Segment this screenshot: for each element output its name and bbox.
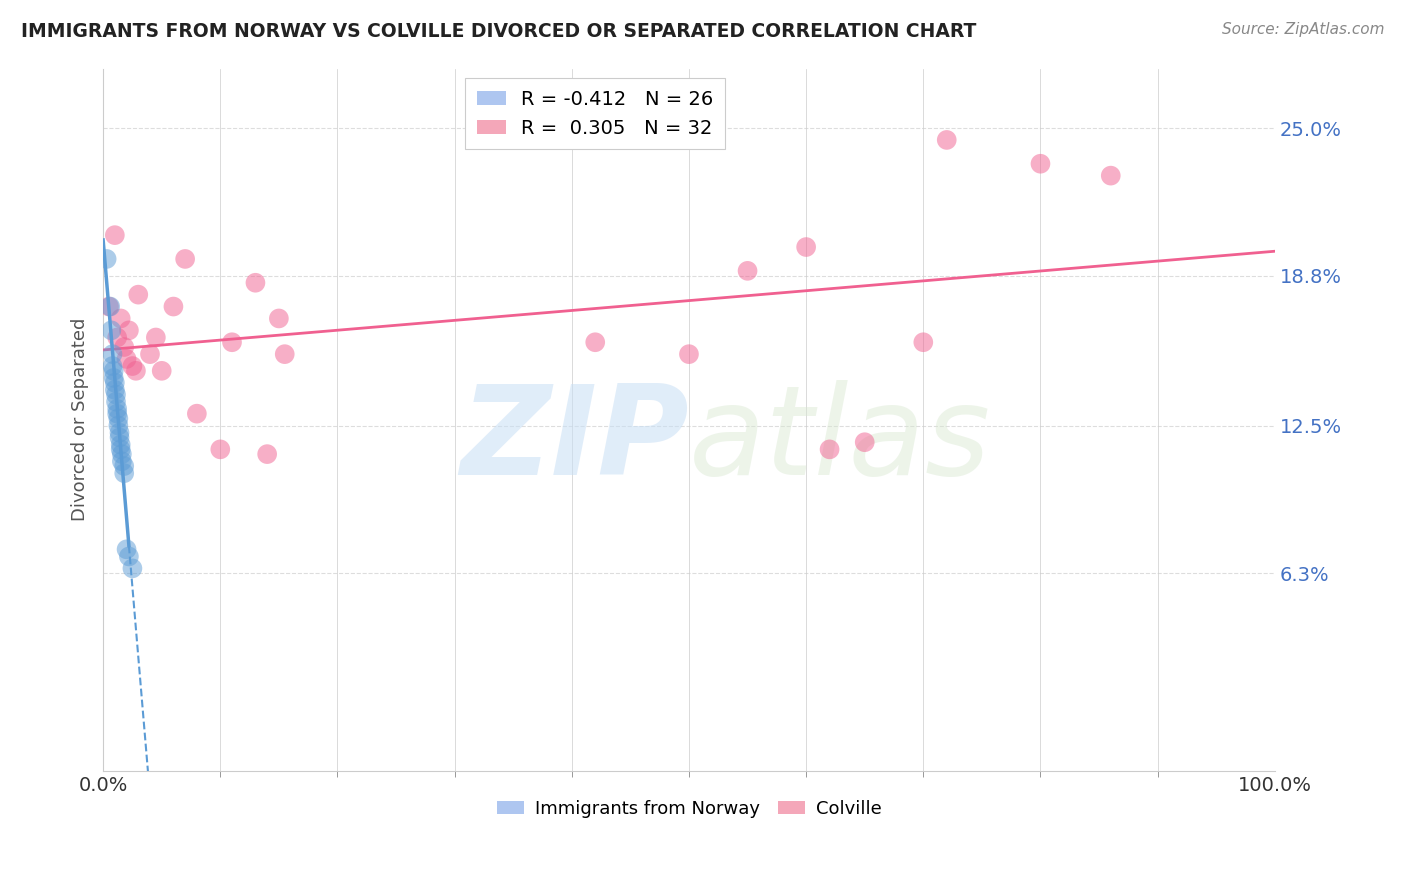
Point bbox=[150, 364, 173, 378]
Point bbox=[101, 347, 124, 361]
Point bbox=[110, 442, 132, 457]
Point bbox=[256, 447, 278, 461]
Point bbox=[101, 359, 124, 373]
Point bbox=[115, 351, 138, 366]
Point bbox=[853, 435, 876, 450]
Text: Source: ZipAtlas.com: Source: ZipAtlas.com bbox=[1222, 22, 1385, 37]
Point bbox=[105, 387, 128, 401]
Point bbox=[103, 364, 125, 378]
Point bbox=[111, 454, 134, 468]
Point bbox=[794, 240, 817, 254]
Point bbox=[100, 323, 122, 337]
Point bbox=[209, 442, 232, 457]
Point bbox=[110, 437, 132, 451]
Point bbox=[221, 335, 243, 350]
Point bbox=[245, 276, 267, 290]
Y-axis label: Divorced or Separated: Divorced or Separated bbox=[72, 318, 89, 521]
Point bbox=[1099, 169, 1122, 183]
Point bbox=[127, 287, 149, 301]
Point bbox=[112, 340, 135, 354]
Legend: Immigrants from Norway, Colville: Immigrants from Norway, Colville bbox=[489, 792, 889, 825]
Point bbox=[139, 347, 162, 361]
Point bbox=[96, 252, 118, 266]
Point bbox=[118, 323, 141, 337]
Point bbox=[108, 430, 131, 444]
Point bbox=[105, 330, 128, 344]
Point bbox=[105, 394, 128, 409]
Point bbox=[678, 347, 700, 361]
Point bbox=[737, 264, 759, 278]
Point bbox=[818, 442, 841, 457]
Point bbox=[110, 311, 132, 326]
Point bbox=[112, 458, 135, 473]
Point bbox=[107, 418, 129, 433]
Point bbox=[121, 359, 143, 373]
Point bbox=[935, 133, 957, 147]
Point bbox=[108, 425, 131, 440]
Point bbox=[125, 364, 148, 378]
Point bbox=[103, 371, 125, 385]
Point bbox=[115, 542, 138, 557]
Point bbox=[112, 466, 135, 480]
Text: atlas: atlas bbox=[689, 380, 991, 501]
Text: IMMIGRANTS FROM NORWAY VS COLVILLE DIVORCED OR SEPARATED CORRELATION CHART: IMMIGRANTS FROM NORWAY VS COLVILLE DIVOR… bbox=[21, 22, 976, 41]
Point bbox=[1029, 157, 1052, 171]
Point bbox=[104, 383, 127, 397]
Point bbox=[104, 228, 127, 243]
Point bbox=[162, 300, 184, 314]
Point bbox=[267, 311, 290, 326]
Point bbox=[121, 561, 143, 575]
Point bbox=[98, 300, 121, 314]
Point bbox=[107, 411, 129, 425]
Point bbox=[174, 252, 197, 266]
Point bbox=[118, 549, 141, 564]
Point bbox=[583, 335, 606, 350]
Text: ZIP: ZIP bbox=[460, 380, 689, 501]
Point bbox=[186, 407, 208, 421]
Point bbox=[145, 330, 167, 344]
Point bbox=[274, 347, 297, 361]
Point bbox=[98, 300, 121, 314]
Point bbox=[111, 447, 134, 461]
Point bbox=[912, 335, 935, 350]
Point bbox=[105, 407, 128, 421]
Point bbox=[105, 401, 128, 416]
Point bbox=[104, 376, 127, 390]
